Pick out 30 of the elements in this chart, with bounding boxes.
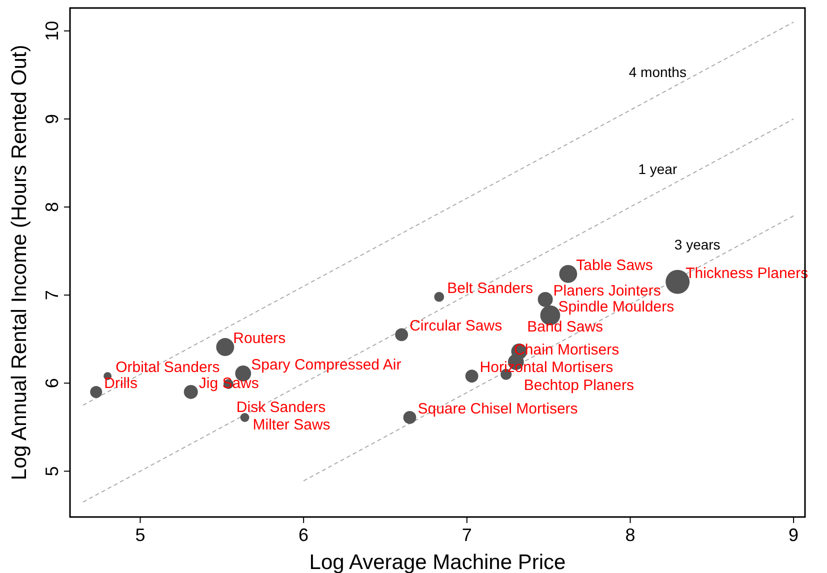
- y-tick-label: 7: [42, 290, 62, 300]
- series-label: 4 months: [628, 64, 686, 80]
- y-tick-label: 8: [42, 202, 62, 212]
- annotation: Circular Saws: [410, 318, 502, 335]
- annotation: Planers Jointers: [553, 282, 661, 300]
- y-axis-title: Log Annual Rental Income (Hours Rented Out): [8, 44, 31, 480]
- y-tick-label: 5: [42, 466, 62, 476]
- annotation: Orbital Sanders: [116, 359, 220, 376]
- annotation: Belt Sanders: [447, 280, 534, 297]
- annotation: Square Chisel Mortisers: [418, 400, 578, 418]
- y-tick-label: 9: [42, 114, 62, 124]
- x-tick-label: 8: [625, 525, 636, 545]
- x-tick-label: 5: [135, 525, 146, 545]
- y-tick-label: 10: [42, 20, 62, 41]
- x-tick-label: 7: [462, 525, 472, 545]
- annotation: Drills: [104, 374, 138, 392]
- annotation: Disk Sanders: [236, 399, 326, 416]
- annotation: Bechtop Planers: [524, 377, 634, 394]
- annotation: Routers: [233, 330, 286, 348]
- annotation: Table Saws: [576, 256, 653, 274]
- x-tick-label: 9: [788, 525, 799, 545]
- annotation: Band Saws: [527, 318, 604, 336]
- x-axis-title: Log Average Machine Price: [309, 551, 566, 573]
- annotation: Milter Saws: [252, 416, 330, 434]
- y-tick-label: 6: [42, 378, 62, 388]
- series-label: 1 year: [638, 160, 678, 177]
- x-tick-label: 6: [298, 525, 309, 545]
- annotation: Spindle Moulders: [558, 298, 674, 316]
- series-label: 3 years: [674, 236, 720, 253]
- annotation: Spary Compressed Air: [251, 356, 402, 374]
